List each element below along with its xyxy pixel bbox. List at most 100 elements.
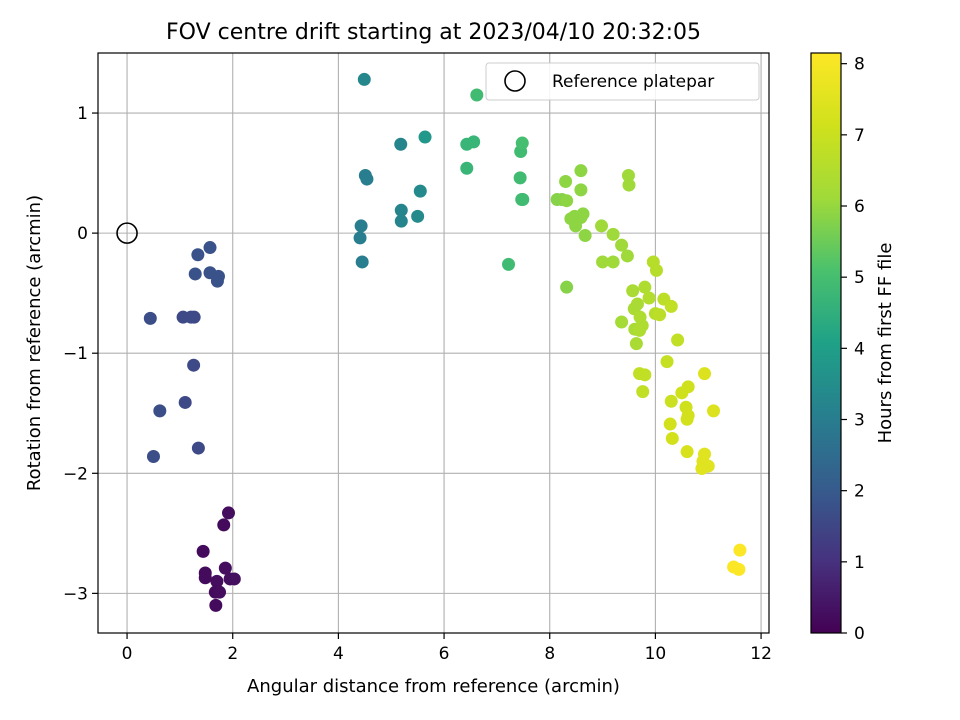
data-point	[701, 459, 715, 473]
data-point	[418, 130, 432, 144]
x-axis-label: Angular distance from reference (arcmin)	[247, 676, 620, 697]
data-point	[222, 506, 236, 520]
data-point	[574, 183, 588, 197]
grid	[98, 53, 769, 633]
chart-title: FOV centre drift starting at 2023/04/10 …	[166, 20, 701, 45]
x-tick-label: 2	[227, 644, 238, 664]
data-point	[560, 280, 574, 294]
data-point	[707, 404, 721, 418]
colorbar: 0 1 2 3 4 5 6 7 8 Hours from first FF file	[810, 52, 896, 644]
data-point	[732, 562, 746, 576]
data-point	[210, 274, 224, 288]
data-point	[642, 291, 656, 305]
data-point	[606, 255, 620, 269]
data-point	[606, 227, 620, 241]
data-point	[203, 241, 217, 255]
data-point	[394, 203, 408, 217]
data-points	[143, 72, 747, 612]
data-point	[413, 184, 427, 198]
data-point	[357, 72, 371, 86]
data-point	[649, 263, 663, 277]
y-axis-label: Rotation from reference (arcmin)	[24, 195, 45, 491]
data-point	[516, 193, 530, 207]
y-tick-label: 1	[77, 104, 88, 124]
data-point	[615, 238, 629, 252]
x-tick-label: 12	[750, 644, 772, 664]
data-point	[187, 358, 201, 372]
colorbar-frame	[810, 52, 842, 634]
reference-platepar-marker	[116, 222, 138, 244]
data-point	[630, 297, 644, 311]
data-point	[411, 209, 425, 223]
x-axis-ticks: 0 2 4 6 8 10 12	[122, 633, 772, 664]
data-point	[576, 207, 590, 221]
data-point	[354, 219, 368, 233]
colorbar-tick-label: 0	[854, 624, 865, 644]
data-point	[621, 168, 635, 182]
plot-frame	[97, 52, 770, 634]
data-point	[198, 571, 212, 585]
data-point	[615, 315, 629, 329]
data-point	[467, 135, 481, 149]
data-point	[146, 449, 160, 463]
data-point	[560, 194, 574, 208]
y-tick-label: −2	[63, 464, 88, 484]
data-point	[653, 308, 667, 322]
colorbar-tick-label: 2	[854, 482, 865, 502]
x-tick-label: 4	[333, 644, 344, 664]
data-point	[595, 219, 609, 233]
data-point	[620, 249, 634, 263]
x-tick-label: 8	[544, 644, 555, 664]
data-point	[596, 255, 610, 269]
data-point	[210, 574, 224, 588]
y-tick-label: 0	[77, 224, 88, 244]
data-point	[227, 572, 241, 586]
x-tick-label: 6	[439, 644, 450, 664]
colorbar-tick-label: 5	[854, 268, 865, 288]
data-point	[515, 136, 529, 150]
data-point	[578, 229, 592, 243]
data-point	[360, 172, 374, 186]
colorbar-tick-label: 1	[854, 553, 865, 573]
colorbar-label: Hours from first FF file	[875, 243, 896, 444]
data-point	[665, 431, 679, 445]
data-point	[733, 543, 747, 557]
data-point	[191, 441, 205, 455]
data-point	[355, 255, 369, 269]
data-point	[196, 544, 210, 558]
colorbar-tick-label: 6	[854, 197, 865, 217]
colorbar-tick-label: 7	[854, 126, 865, 146]
data-point	[681, 380, 695, 394]
data-point	[680, 445, 694, 459]
colorbar-tick-label: 8	[854, 55, 865, 75]
data-point	[660, 355, 674, 369]
data-point	[622, 178, 636, 192]
data-point	[213, 585, 227, 599]
colorbar-tick-label: 4	[854, 339, 865, 359]
data-point	[353, 231, 367, 245]
data-point	[680, 412, 694, 426]
data-point	[191, 248, 205, 262]
legend-entry-reference-platepar: Reference platepar	[552, 72, 714, 92]
data-point	[502, 257, 516, 271]
legend: Reference platepar	[485, 62, 760, 101]
data-point	[664, 394, 678, 408]
y-axis-ticks: −3 −2 −1 0 1	[63, 104, 98, 604]
x-tick-label: 10	[645, 644, 667, 664]
legend-marker-icon	[504, 70, 526, 92]
data-point	[626, 284, 640, 298]
data-point	[394, 137, 408, 151]
data-point	[559, 174, 573, 188]
data-point	[638, 280, 652, 294]
data-point	[178, 395, 192, 409]
colorbar-ticks: 0 1 2 3 4 5 6 7 8	[841, 55, 865, 644]
data-point	[394, 214, 408, 228]
data-point	[698, 367, 712, 381]
data-point	[638, 368, 652, 382]
data-point	[153, 404, 167, 418]
colorbar-gradient	[811, 53, 841, 633]
data-point	[460, 161, 474, 175]
data-point	[513, 171, 527, 185]
data-point	[188, 267, 202, 281]
